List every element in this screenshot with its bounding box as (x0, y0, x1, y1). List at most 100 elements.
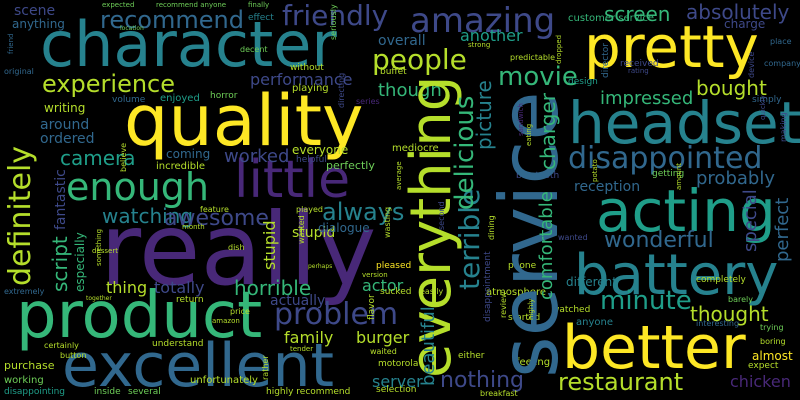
word-problem: problem (274, 297, 399, 332)
word-extremely: extremely (4, 287, 45, 296)
word-unfortunately: unfortunately (190, 375, 258, 386)
word-understand: understand (152, 339, 204, 349)
word-device: device (747, 51, 756, 78)
word-without: without (290, 63, 324, 73)
word-playing: playing (292, 83, 329, 94)
word-definitely: definitely (3, 145, 38, 286)
word-return: return (176, 295, 204, 305)
word-purchase: purchase (4, 359, 55, 372)
word-headset: headset (568, 89, 800, 157)
word-working: working (4, 375, 44, 386)
word-perfect: perfect (772, 197, 793, 262)
word-second: second (437, 201, 446, 230)
word-comfortable: comfortable (536, 191, 557, 300)
word-customer-service: customer service (568, 13, 655, 24)
word-excellent: excellent (62, 331, 335, 400)
word-played: played (296, 205, 323, 214)
word-boring: boring (760, 337, 786, 346)
word-actor: actor (362, 276, 404, 295)
word-writing: writing (44, 101, 86, 115)
word-finally: finally (248, 1, 270, 9)
word-received: received (620, 59, 659, 69)
word-selection: selection (376, 385, 417, 395)
word-camera: camera (60, 146, 136, 170)
word-trying: trying (760, 323, 784, 332)
word-sandwich: sandwich (517, 103, 525, 136)
word-amount: amount (675, 162, 683, 190)
word-getting: getting (652, 169, 685, 179)
word-seriously: seriously (329, 4, 338, 40)
word-overall: overall (378, 33, 426, 49)
word-script: script (48, 236, 72, 292)
word-either: either (458, 351, 485, 361)
word-stupid: stupid (292, 225, 336, 241)
word-flavor: flavor (367, 294, 377, 320)
word-company: company (764, 59, 800, 68)
word-server: server (372, 372, 423, 391)
word-reception: reception (574, 179, 641, 195)
word-review: review (499, 291, 508, 318)
word-rather: rather (261, 355, 270, 380)
word-simply: simply (752, 95, 782, 105)
word-barely: barely (728, 295, 753, 304)
word-several: several (128, 387, 161, 397)
word-quickly: quickly (759, 95, 767, 120)
word-special: special (740, 189, 761, 252)
word-totally: totally (154, 278, 205, 297)
word-really: really (100, 191, 377, 308)
word-month: month (182, 223, 205, 231)
word-potato: potato (591, 159, 599, 182)
word-nothing: nothing (440, 368, 524, 393)
word-disappointed: disappointed (568, 141, 763, 176)
word-wasting: wasting (383, 206, 392, 238)
word-worked: worked (224, 146, 290, 167)
word-breakfast: breakfast (480, 389, 518, 398)
word-around: around (40, 117, 90, 133)
word-disappointing: disappointing (4, 387, 66, 397)
word-dessert: dessert (92, 247, 118, 255)
word-pretty: pretty (584, 13, 759, 81)
word-phone: phone (508, 261, 537, 271)
word-product: product (16, 279, 263, 353)
word-amazing: amazing (410, 1, 556, 41)
word-charger: charger (536, 92, 560, 170)
word-impressed: impressed (600, 88, 694, 109)
word-better: better (562, 313, 746, 383)
word-design: design (568, 77, 598, 87)
word-amazon: amazon (212, 317, 240, 325)
word-helpful: helpful (296, 155, 327, 165)
word-family: family (284, 328, 334, 347)
word-feeling: feeling (516, 357, 551, 368)
word-rating: rating (628, 67, 649, 75)
word-watched: watched (552, 305, 591, 315)
word-always: always (322, 198, 405, 226)
word-different: different (566, 275, 617, 289)
word-thought: thought (690, 302, 769, 326)
word-disappointment: disappointment (483, 251, 493, 322)
word-movie: movie (498, 62, 578, 92)
word-certainly: certainly (44, 341, 79, 350)
word-people: people (372, 43, 467, 76)
word-making: making (779, 112, 788, 142)
word-something: something (95, 228, 103, 266)
word-especially: especially (73, 232, 87, 292)
word-series: series (356, 97, 380, 106)
word-incredible: incredible (156, 161, 206, 172)
word-tender: tender (290, 345, 314, 353)
word-actually: actually (270, 293, 326, 309)
word-price: price (230, 307, 250, 316)
word-waited: waited (370, 347, 397, 356)
word-minute: minute (600, 286, 692, 316)
word-together: together (86, 295, 112, 302)
word-director: director (601, 43, 611, 78)
word-predictable: predictable (510, 53, 556, 62)
word-directing: directing (337, 72, 346, 108)
word-friendly: friendly (282, 0, 389, 32)
word-mediocre: mediocre (392, 143, 439, 154)
word-fantastic: fantastic (53, 169, 69, 230)
word-experience: experience (42, 70, 176, 98)
word-version: version (362, 271, 388, 279)
word-recommend-anyone: recommend anyone (156, 1, 227, 9)
word-feature: feature (200, 205, 229, 214)
